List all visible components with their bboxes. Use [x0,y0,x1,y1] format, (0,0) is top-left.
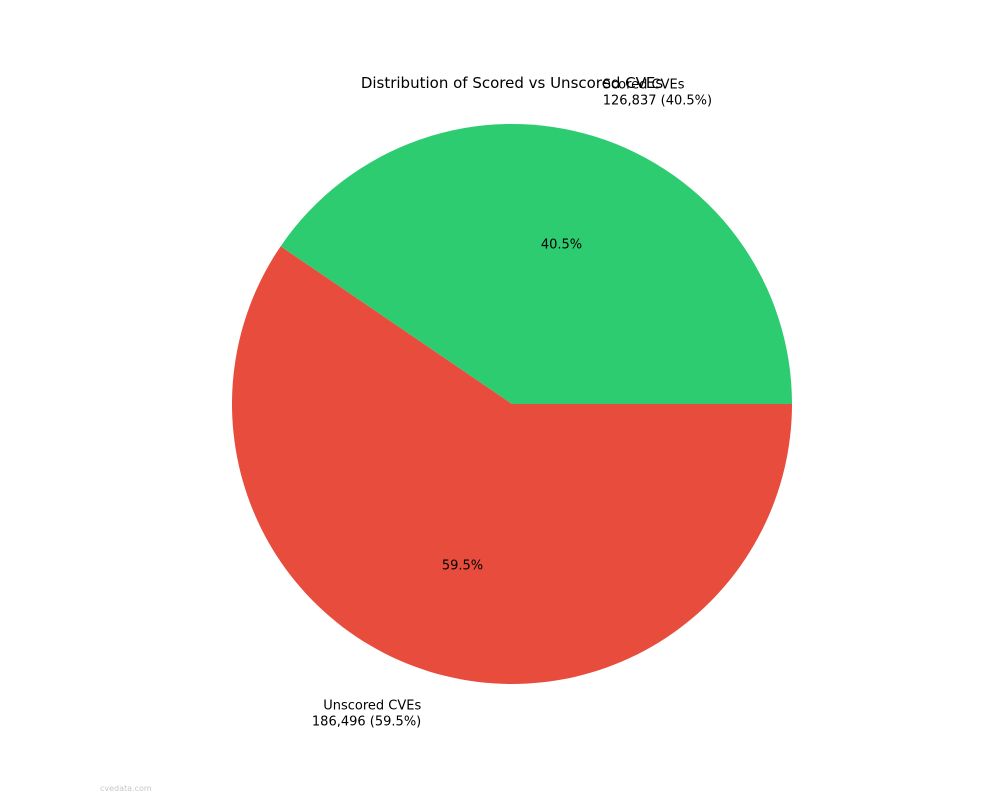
pie-slice-scored [280,123,792,404]
slice-name: Unscored CVEs [323,698,421,713]
pie-percent-label: 59.5% [442,559,483,574]
chart-title: Distribution of Scored vs Unscored CVEs [361,74,664,92]
pie-slices [232,123,793,685]
slice-value-label: 126,837 (40.5%) [603,94,712,109]
slice-value-label: 186,496 (59.5%) [312,714,421,729]
slice-name: Scored CVEs [603,78,685,93]
pie-labels: 40.5% Scored CVEs 126,837 (40.5%) 59.5% Unsc… [312,78,712,730]
pie-slice-unscored [232,246,793,685]
watermark: cvedata.com [100,784,152,793]
pie-slice-label: Unscored CVEs 186,496 (59.5%) [312,698,422,729]
pie-slice-label: Scored CVEs 126,837 (40.5%) [603,78,712,109]
pie-percent-label: 40.5% [541,237,582,252]
